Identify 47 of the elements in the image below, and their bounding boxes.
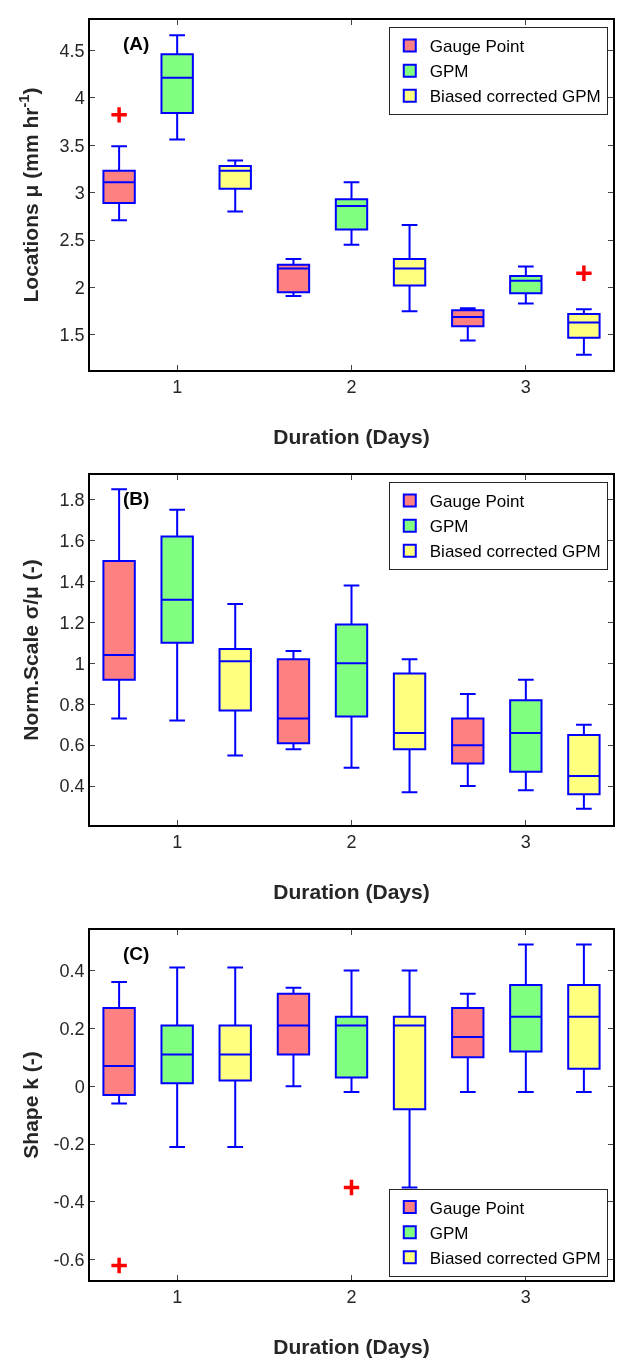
legend-label: Gauge Point (429, 1198, 525, 1218)
legend-label: Biased corrected GPM (429, 1248, 601, 1268)
annotation: (B) (123, 488, 150, 509)
legend-label: GPM (429, 517, 469, 537)
y-tick-label: -0.6 (53, 1250, 85, 1271)
y-axis-title: Norm.Scale σ/μ (-) (18, 559, 42, 741)
y-axis-title: Shape k (-) (18, 1051, 42, 1159)
x-tick-label: 1 (172, 377, 183, 398)
y-tick-label: 1.4 (59, 571, 85, 592)
y-tick-label: 0.8 (59, 694, 85, 715)
legend-label: Biased corrected GPM (429, 87, 601, 107)
annotation: (A) (123, 33, 150, 54)
x-tick-label: 2 (346, 1287, 357, 1308)
legend-label: GPM (429, 62, 469, 82)
x-tick-label: 3 (520, 832, 531, 853)
x-axis-title: Duration (Days) (273, 879, 430, 903)
y-tick-label: 0.6 (59, 735, 85, 756)
legend-label: GPM (429, 1223, 469, 1243)
legend-label: Biased corrected GPM (429, 542, 601, 562)
y-tick-label: 0 (74, 1076, 85, 1097)
y-tick-label: 4.5 (59, 40, 85, 61)
x-axis-title: Duration (Days) (273, 1334, 430, 1358)
y-tick-label: 0.4 (59, 776, 85, 797)
y-tick-label: 1.5 (59, 325, 85, 346)
y-tick-label: -0.4 (53, 1192, 85, 1213)
annotation: (C) (123, 943, 150, 964)
y-tick-label: 0.2 (59, 1018, 85, 1039)
y-tick-label: 1.2 (59, 612, 85, 633)
y-tick-label: 3.5 (59, 135, 85, 156)
y-tick-label: 2 (74, 277, 85, 298)
x-tick-label: 2 (346, 832, 357, 853)
y-tick-label: 1 (74, 653, 85, 674)
y-tick-label: 1.6 (59, 530, 85, 551)
legend-label: Gauge Point (429, 492, 525, 512)
y-tick-label: -0.2 (53, 1134, 85, 1155)
y-tick-label: 4 (74, 88, 85, 109)
x-tick-label: 3 (520, 1287, 531, 1308)
y-tick-label: 2.5 (59, 230, 85, 251)
y-tick-label: 1.8 (59, 489, 85, 510)
x-tick-label: 3 (520, 377, 531, 398)
x-tick-label: 1 (172, 832, 183, 853)
x-tick-label: 2 (346, 377, 357, 398)
legend-label: Gauge Point (429, 37, 525, 57)
x-axis-title: Duration (Days) (273, 424, 430, 448)
y-tick-label: 0.4 (59, 960, 85, 981)
y-tick-label: 3 (74, 182, 85, 203)
x-tick-label: 1 (172, 1287, 183, 1308)
